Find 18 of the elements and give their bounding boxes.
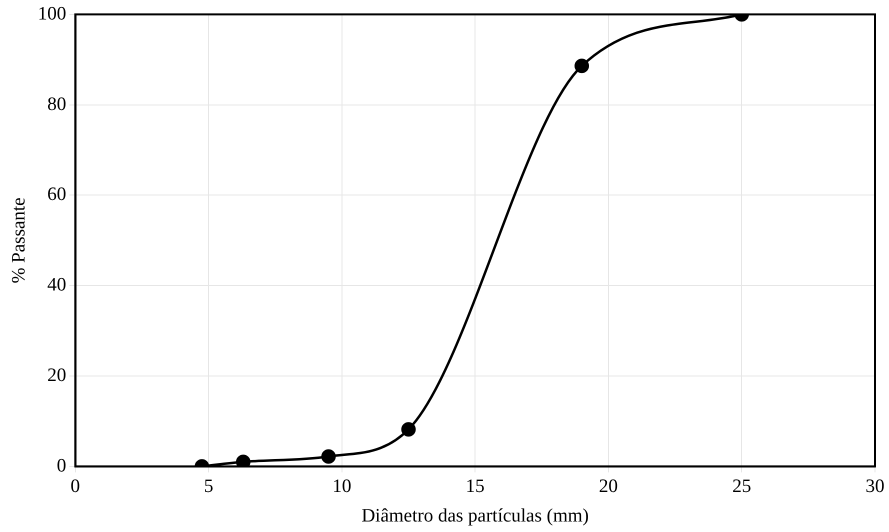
point bbox=[321, 449, 336, 464]
x-tick-label: 10 bbox=[332, 476, 352, 497]
point bbox=[236, 454, 250, 466]
x-tick-label: 5 bbox=[204, 476, 214, 497]
y-tick-label: 20 bbox=[47, 364, 66, 386]
y-axis-title: % Passante bbox=[8, 197, 30, 284]
y-tick-label: 80 bbox=[47, 94, 66, 115]
x-tick-label: 15 bbox=[466, 476, 485, 497]
x-axis-title: Diâmetro das partículas (mm) bbox=[361, 506, 589, 527]
y-tick-label: 100 bbox=[38, 3, 66, 24]
y-tick-label: 40 bbox=[47, 274, 66, 296]
x-tick-label: 0 bbox=[70, 476, 80, 497]
x-tick-label: 20 bbox=[598, 476, 618, 497]
x-tick-label: 25 bbox=[732, 476, 752, 497]
y-tick-label: 60 bbox=[47, 184, 66, 206]
point bbox=[401, 422, 416, 437]
y-tick-label: 0 bbox=[56, 455, 66, 476]
x-tick-label: 30 bbox=[866, 476, 884, 497]
